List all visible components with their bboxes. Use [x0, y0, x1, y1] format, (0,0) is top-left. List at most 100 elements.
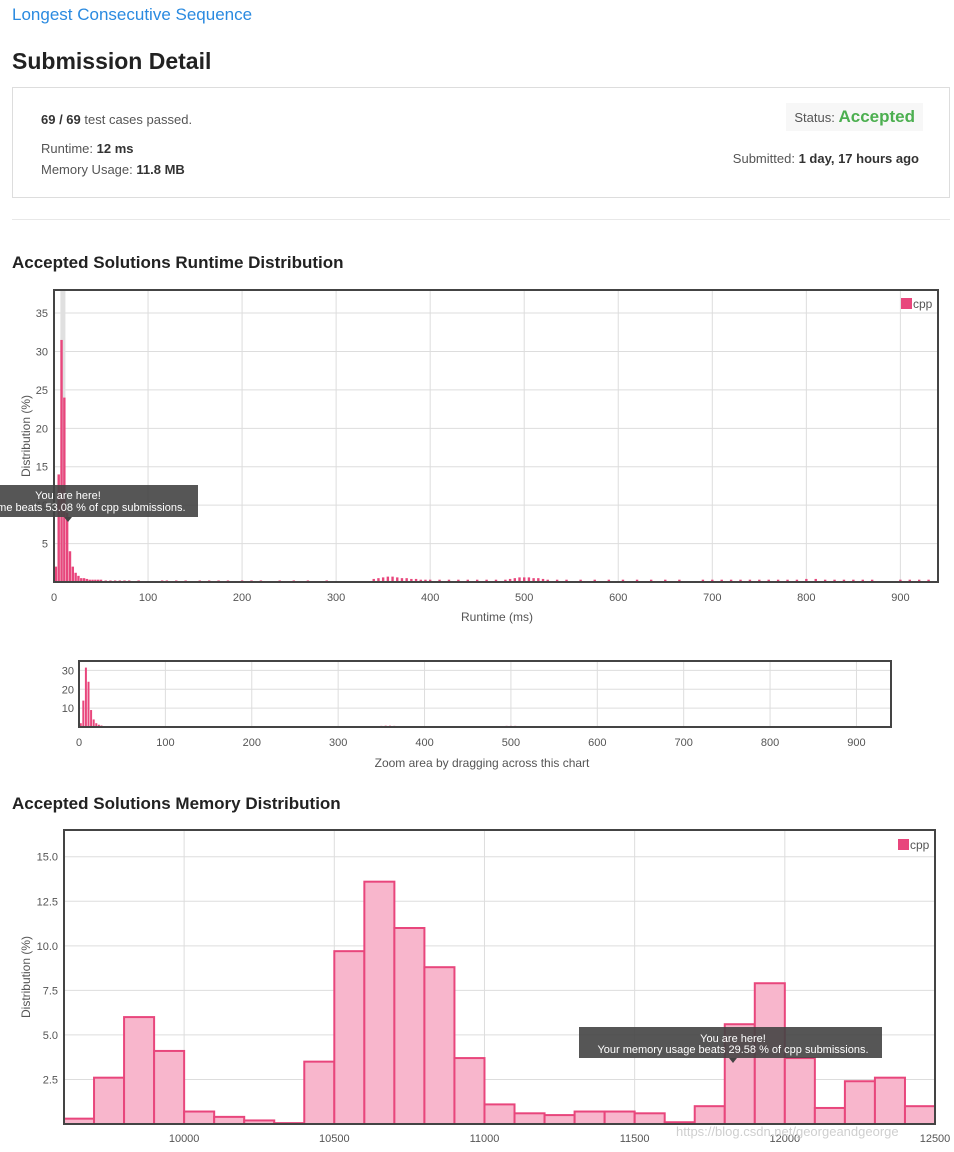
runtime-bar — [899, 579, 902, 582]
x-tick-label: 400 — [421, 592, 439, 604]
runtime-bar — [377, 578, 380, 582]
x-tick-label: 12500 — [920, 1133, 951, 1145]
runtime-bar — [861, 579, 864, 582]
legend-swatch — [901, 298, 912, 309]
runtime-chart[interactable]: 0100200300400500600700800900510152025303… — [0, 280, 954, 632]
runtime-bar — [504, 579, 507, 582]
submitted-value: 1 day, 17 hours ago — [798, 151, 919, 166]
zoom-tick-label: 0 — [76, 737, 82, 749]
x-tick-label: 10500 — [319, 1133, 350, 1145]
runtime-bar — [649, 579, 653, 582]
current-position-band — [60, 290, 66, 582]
runtime-bar — [852, 579, 855, 582]
runtime-bar — [678, 579, 681, 582]
memory-bar — [813, 1106, 846, 1125]
runtime-bar — [396, 577, 399, 582]
x-tick-label: 11000 — [470, 1133, 500, 1145]
y-tick-label: 20 — [36, 423, 48, 435]
memory-bar — [123, 1016, 156, 1125]
runtime-bar — [438, 579, 441, 582]
runtime-bar — [457, 579, 460, 582]
memory-bar — [573, 1110, 606, 1126]
zoom-tick-label: 900 — [847, 737, 865, 749]
x-tick-label: 900 — [891, 592, 909, 604]
runtime-bar — [565, 579, 568, 582]
tooltip-title: You are here! — [35, 490, 101, 502]
runtime-bar — [405, 578, 408, 582]
runtime-bar — [419, 579, 422, 582]
memory-bar — [543, 1114, 576, 1126]
runtime-bar — [68, 551, 72, 582]
runtime-bar — [475, 579, 479, 582]
x-tick-label: 700 — [703, 592, 721, 604]
x-tick-label: 100 — [139, 592, 157, 604]
status-box: Status: Accepted — [786, 103, 923, 131]
runtime-bar — [870, 579, 874, 582]
plot-frame — [53, 289, 939, 583]
runtime-bar — [621, 579, 625, 582]
problem-link[interactable]: Longest Consecutive Sequence — [12, 5, 253, 24]
y-tick-label: 12.5 — [37, 896, 58, 908]
zoom-y-label: 10 — [62, 703, 74, 715]
runtime-bar — [739, 579, 742, 582]
zoom-hint: Zoom area by dragging across this chart — [375, 756, 590, 770]
runtime-bar — [729, 579, 733, 582]
runtime-bar — [814, 578, 817, 582]
divider — [12, 219, 950, 220]
runtime-bar — [523, 577, 526, 582]
zoom-bar — [82, 700, 85, 727]
x-tick-label: 300 — [327, 592, 345, 604]
runtime-tooltip: You are here!Your runtime beats 53.08 % … — [0, 485, 198, 522]
zoom-bar — [97, 724, 100, 727]
runtime-bar — [88, 579, 91, 582]
runtime-bar — [94, 579, 97, 582]
memory-bar — [423, 966, 456, 1125]
y-tick-label: 2.5 — [43, 1074, 58, 1086]
runtime-value: 12 ms — [96, 141, 134, 156]
memory-bar — [213, 1115, 246, 1126]
runtime-bar — [908, 579, 911, 582]
runtime-bar — [532, 578, 535, 582]
y-tick-label: 35 — [36, 308, 48, 320]
runtime-bar — [466, 579, 469, 582]
runtime-bar — [414, 578, 418, 582]
runtime-bar — [758, 579, 761, 582]
runtime-bar — [74, 572, 77, 582]
runtime-bar — [91, 579, 94, 582]
memory-tooltip: You are here!Your memory usage beats 29.… — [579, 1027, 882, 1063]
runtime-bar — [508, 578, 512, 582]
runtime-bar — [57, 474, 60, 582]
zoom-tick-label: 300 — [329, 737, 347, 749]
y-tick-label: 10.0 — [37, 941, 58, 953]
zoom-bar — [87, 681, 90, 727]
page-title: Submission Detail — [12, 48, 212, 74]
x-tick-label: 10000 — [169, 1133, 200, 1145]
runtime-bar — [447, 579, 451, 582]
zoom-tick-label: 500 — [502, 737, 520, 749]
tooltip-box — [579, 1027, 882, 1058]
memory-value: 11.8 MB — [136, 162, 185, 177]
runtime-row: Runtime: 12 ms — [41, 141, 134, 156]
y-tick-label: 30 — [36, 346, 48, 358]
memory-chart[interactable]: 10000 10500 11000 11500 12000 12500 2.5 5.0 7.5 1… — [0, 822, 954, 1152]
memory-bar — [183, 1110, 216, 1126]
runtime-bar — [927, 579, 930, 582]
runtime-bar — [527, 577, 531, 582]
runtime-bar — [607, 579, 611, 582]
test-cases-text: test cases passed. — [84, 112, 193, 127]
runtime-bar — [60, 339, 63, 582]
y-tick-label: 5 — [42, 539, 48, 551]
memory-bar — [873, 1076, 906, 1126]
zoom-bar — [79, 723, 82, 727]
runtime-bar — [767, 579, 770, 582]
runtime-bar — [833, 579, 836, 582]
runtime-zoom-navigator[interactable]: 0 100 200 300 400 500 600 700 800 900 10 20 30 Zoom a… — [0, 652, 954, 774]
runtime-bar — [65, 512, 69, 582]
runtime-bar — [428, 579, 432, 582]
runtime-bar — [805, 578, 808, 582]
memory-bar — [483, 1103, 516, 1125]
memory-bar — [393, 927, 426, 1125]
watermark: https://blog.csdn.net/georgeandgeorge — [676, 1124, 899, 1139]
memory-bar — [843, 1080, 876, 1125]
runtime-bar — [85, 578, 89, 582]
